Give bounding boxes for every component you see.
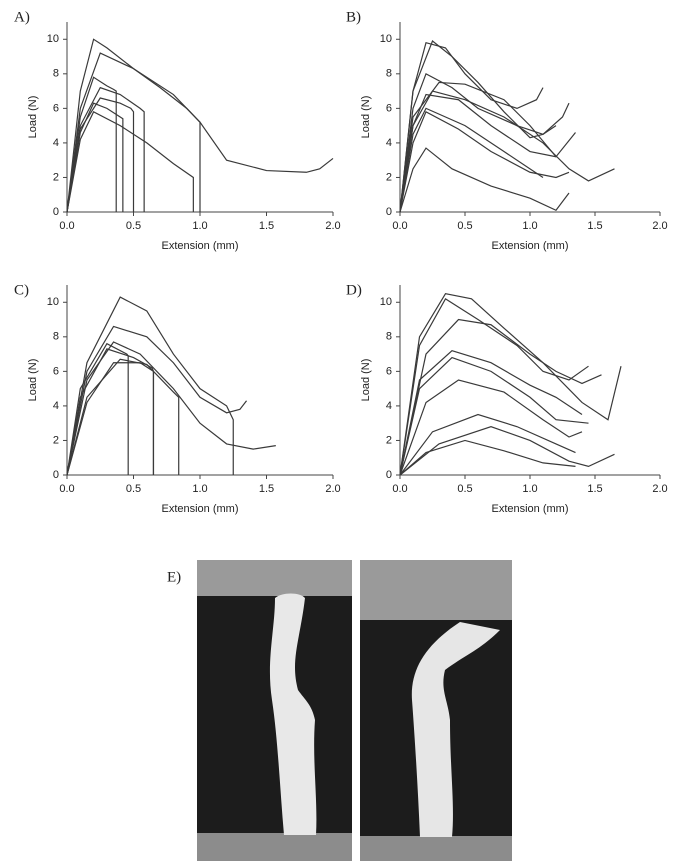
x-tick-label: 0.5 <box>126 483 141 495</box>
y-tick-label: 6 <box>53 102 59 114</box>
x-tick-label: 1.5 <box>259 483 274 495</box>
x-tick-label: 1.5 <box>587 483 602 495</box>
y-tick-label: 4 <box>53 137 59 149</box>
load-curve <box>399 439 576 476</box>
x-tick-label: 1.5 <box>259 220 274 232</box>
y-tick-label: 10 <box>47 33 59 45</box>
load-curve <box>66 97 135 213</box>
y-axis-label: Load (N) <box>27 96 39 139</box>
load-curve <box>399 292 622 476</box>
load-curve <box>399 147 570 213</box>
x-tick-label: 0.0 <box>392 483 407 495</box>
load-curve <box>66 52 334 213</box>
y-tick-label: 2 <box>53 171 59 183</box>
load-curve <box>399 297 589 476</box>
panel-label: A) <box>14 9 30 25</box>
load-curve <box>66 296 234 476</box>
y-tick-label: 10 <box>380 296 392 308</box>
y-tick-label: 0 <box>386 206 392 218</box>
y-tick-label: 4 <box>386 137 392 149</box>
load-curve <box>66 76 117 213</box>
load-curve <box>399 40 557 213</box>
x-tick-label: 0.5 <box>126 220 141 232</box>
panel-label: D) <box>346 282 362 298</box>
x-tick-label: 1.5 <box>587 220 602 232</box>
y-tick-label: 0 <box>386 469 392 481</box>
x-tick-label: 2.0 <box>652 483 667 495</box>
x-tick-label: 1.0 <box>192 483 207 495</box>
y-tick-label: 4 <box>53 400 59 412</box>
clamp-top <box>360 560 512 620</box>
panel-label: E) <box>167 569 181 585</box>
load-curve <box>399 72 570 213</box>
load-curve <box>66 362 155 476</box>
load-curve <box>399 90 615 213</box>
y-tick-label: 4 <box>386 400 392 412</box>
load-curve <box>399 426 615 476</box>
load-curve <box>66 86 145 213</box>
x-tick-label: 2.0 <box>652 220 667 232</box>
load-curve <box>399 41 544 213</box>
y-tick-label: 0 <box>53 469 59 481</box>
y-tick-label: 2 <box>386 171 392 183</box>
y-axis-label: Load (N) <box>360 96 372 139</box>
y-tick-label: 8 <box>53 68 59 80</box>
load-curve <box>399 379 583 476</box>
y-tick-label: 0 <box>53 206 59 218</box>
x-tick-label: 2.0 <box>325 220 340 232</box>
panel-label: C) <box>14 282 29 298</box>
x-axis-label: Extension (mm) <box>161 240 238 252</box>
load-curve <box>399 413 576 476</box>
x-tick-label: 1.0 <box>522 220 537 232</box>
x-axis-label: Extension (mm) <box>161 503 238 515</box>
y-tick-label: 8 <box>386 331 392 343</box>
x-tick-label: 0.0 <box>59 483 74 495</box>
load-curve <box>66 341 276 476</box>
clamp-bottom <box>360 836 512 861</box>
y-axis-label: Load (N) <box>27 359 39 402</box>
load-curve <box>399 93 557 213</box>
load-curve <box>66 111 194 213</box>
specimen-right <box>411 622 500 837</box>
panel-label: B) <box>346 9 361 25</box>
load-curve <box>399 110 570 213</box>
load-curve <box>399 318 602 476</box>
x-axis-label: Extension (mm) <box>491 240 568 252</box>
x-tick-label: 0.0 <box>59 220 74 232</box>
load-curve <box>66 102 124 213</box>
x-tick-label: 0.5 <box>457 220 472 232</box>
y-tick-label: 10 <box>380 33 392 45</box>
y-tick-label: 6 <box>386 365 392 377</box>
x-tick-label: 0.5 <box>457 483 472 495</box>
x-tick-label: 1.0 <box>522 483 537 495</box>
y-tick-label: 2 <box>386 434 392 446</box>
load-curve <box>66 342 129 476</box>
y-tick-label: 8 <box>386 68 392 80</box>
specimen-left <box>269 593 317 835</box>
x-axis-label: Extension (mm) <box>491 503 568 515</box>
clamp-top <box>197 560 352 596</box>
y-tick-label: 2 <box>53 434 59 446</box>
x-tick-label: 2.0 <box>325 483 340 495</box>
load-curve <box>399 356 589 476</box>
photos <box>197 560 512 861</box>
clamp-bottom <box>197 833 352 861</box>
load-curve <box>66 325 248 476</box>
y-tick-label: 10 <box>47 296 59 308</box>
y-axis-label: Load (N) <box>360 359 372 402</box>
load-curve <box>66 358 180 476</box>
x-tick-label: 1.0 <box>192 220 207 232</box>
load-curve <box>399 349 583 476</box>
load-curve <box>399 107 544 213</box>
x-tick-label: 0.0 <box>392 220 407 232</box>
y-tick-label: 6 <box>53 365 59 377</box>
y-tick-label: 6 <box>386 102 392 114</box>
y-tick-label: 8 <box>53 331 59 343</box>
